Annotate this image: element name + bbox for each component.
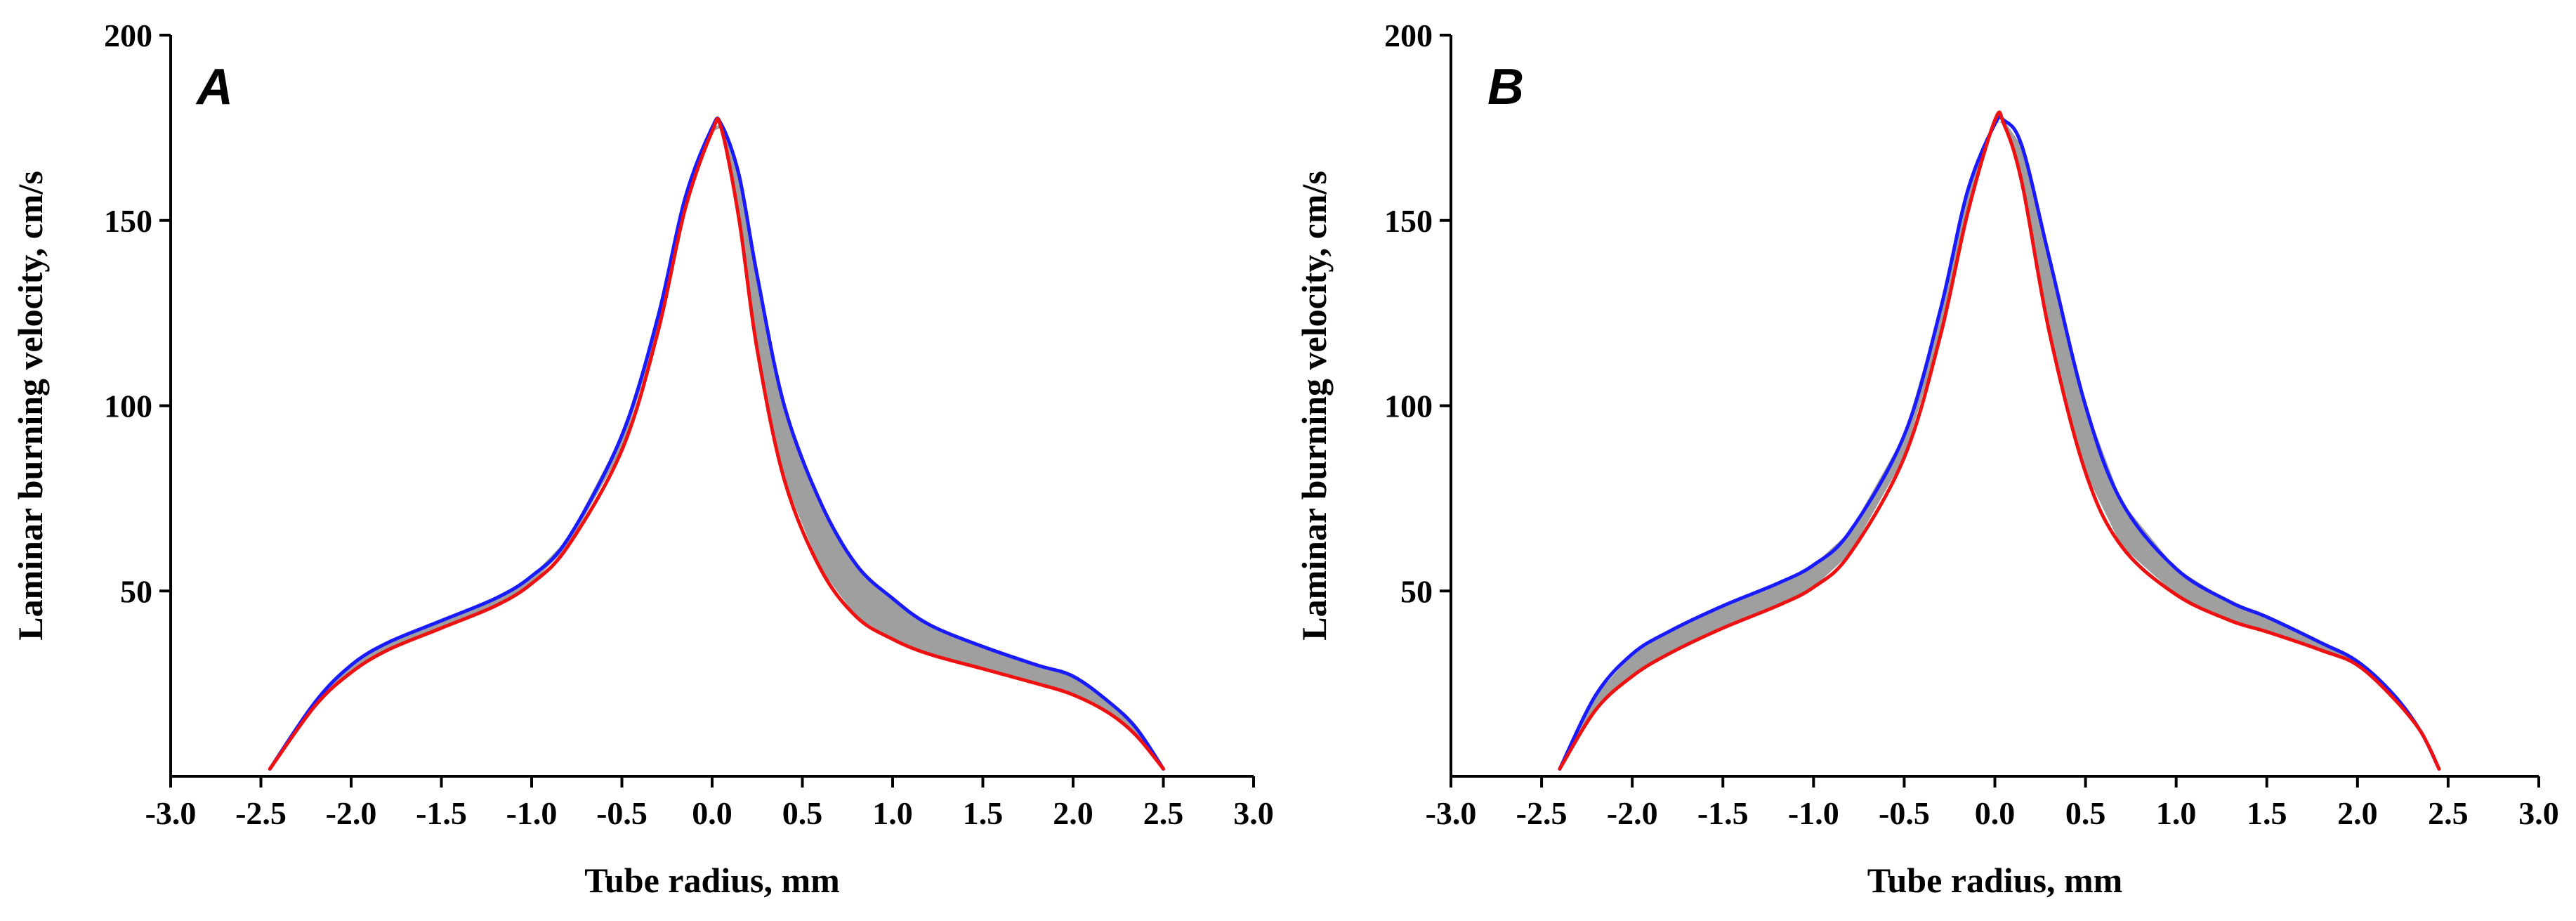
x-tick-label: 1.0 <box>2156 795 2197 831</box>
series-line-upper <box>1558 115 2441 771</box>
x-tick-label: -1.0 <box>1788 795 1839 831</box>
x-tick-label: -2.5 <box>1516 795 1568 831</box>
y-tick-label: 150 <box>1384 203 1433 239</box>
series-line-upper <box>268 116 1165 771</box>
panel-label: A <box>195 59 233 115</box>
x-tick-label: 1.5 <box>2247 795 2287 831</box>
y-tick-label: 50 <box>120 573 152 609</box>
panel-b: -3.0 -2.5 -2.0 -1.5 -1.0 -0.5 0.0 0.5 1.0 1.5 2.0 2… <box>1294 18 2559 900</box>
uncertainty-band <box>270 124 1164 769</box>
x-tick-label: -2.0 <box>326 795 377 831</box>
x-tick-label: -3.0 <box>145 795 197 831</box>
x-tick-label: -2.5 <box>235 795 287 831</box>
y-tick-label: 100 <box>1384 388 1433 424</box>
x-axis-label: Tube radius, mm <box>584 861 840 900</box>
series-line-lower <box>1558 110 2441 771</box>
x-tick-label: -1.0 <box>506 795 558 831</box>
y-axis-label: Laminar burning velocity, cm/s <box>1294 171 1334 641</box>
x-tick-label: 2.0 <box>2337 795 2378 831</box>
x-tick-label: -0.5 <box>596 795 648 831</box>
x-tick-label: 0.5 <box>2065 795 2106 831</box>
x-tick-label: 0.5 <box>782 795 823 831</box>
x-tick-label: 2.5 <box>1143 795 1184 831</box>
x-tick-label: -1.5 <box>1697 795 1749 831</box>
series-line-lower <box>268 117 1165 771</box>
x-tick-label: 3.0 <box>2518 795 2559 831</box>
uncertainty-band <box>1559 120 2439 769</box>
x-tick-label: -0.5 <box>1879 795 1930 831</box>
x-tick-label: 2.5 <box>2428 795 2469 831</box>
y-tick-label: 200 <box>104 18 152 53</box>
x-axis-label: Tube radius, mm <box>1867 861 2123 900</box>
x-tick-label: -1.5 <box>416 795 467 831</box>
y-tick-label: 50 <box>1400 573 1433 609</box>
x-tick-label: 0.0 <box>1975 795 2016 831</box>
y-tick-label: 200 <box>1384 18 1433 53</box>
x-tick-label: 2.0 <box>1053 795 1093 831</box>
panel-a: -3.0 -2.5 -2.0 -1.5 -1.0 -0.5 0.0 0.5 1.0 1.5 2.0 2… <box>11 18 1274 900</box>
y-tick-label: 100 <box>104 388 152 424</box>
x-tick-label: 1.0 <box>872 795 913 831</box>
y-tick-label: 150 <box>104 203 152 239</box>
y-axis-label: Laminar burning velocity, cm/s <box>11 171 50 641</box>
x-tick-label: -2.0 <box>1607 795 1658 831</box>
x-tick-label: 3.0 <box>1233 795 1274 831</box>
panel-label: B <box>1487 59 1524 115</box>
x-tick-label: 0.0 <box>692 795 732 831</box>
x-tick-label: 1.5 <box>963 795 1004 831</box>
x-tick-label: -3.0 <box>1426 795 1477 831</box>
